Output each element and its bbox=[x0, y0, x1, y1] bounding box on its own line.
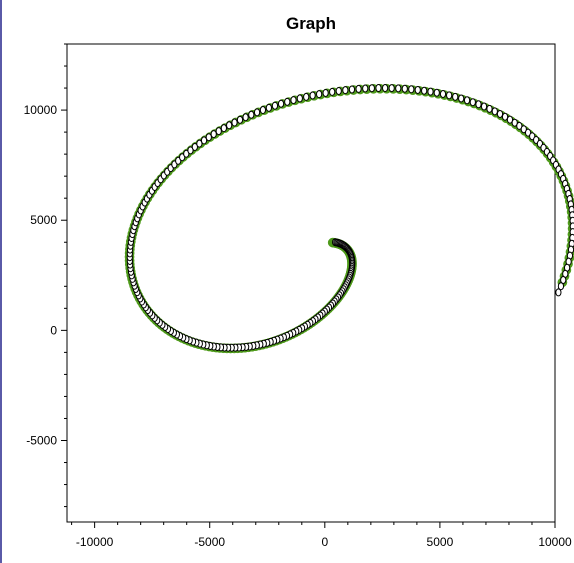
open-point bbox=[362, 84, 369, 93]
open-point bbox=[382, 84, 389, 93]
series-open-points bbox=[126, 84, 574, 352]
y-tick-label: 5000 bbox=[30, 213, 57, 227]
open-point bbox=[316, 90, 323, 99]
open-point bbox=[215, 127, 222, 136]
open-point bbox=[446, 91, 453, 100]
chart-title: Graph bbox=[285, 14, 337, 33]
open-point bbox=[427, 87, 434, 96]
x-tick-label: -10000 bbox=[76, 535, 114, 549]
open-point bbox=[242, 113, 249, 122]
open-point bbox=[463, 96, 471, 105]
y-axis-ticks: -5000 0 5000 10000 bbox=[24, 43, 67, 508]
open-point bbox=[200, 136, 208, 145]
window-left-edge bbox=[0, 0, 2, 563]
open-point bbox=[220, 124, 227, 133]
open-point bbox=[236, 115, 244, 124]
open-point bbox=[210, 130, 217, 139]
y-tick-label: 10000 bbox=[24, 103, 58, 117]
open-point bbox=[557, 282, 565, 291]
open-point bbox=[401, 84, 408, 93]
open-point bbox=[433, 88, 440, 97]
open-point bbox=[205, 133, 212, 142]
open-point bbox=[469, 98, 476, 107]
open-point bbox=[265, 103, 272, 112]
open-point bbox=[296, 94, 303, 103]
open-point bbox=[259, 106, 267, 115]
y-tick-label: -5000 bbox=[26, 433, 57, 447]
open-point bbox=[486, 104, 493, 113]
open-point bbox=[271, 101, 279, 110]
open-point bbox=[284, 97, 291, 106]
x-tick-label: 10000 bbox=[538, 535, 572, 549]
axes bbox=[66, 43, 556, 523]
open-point bbox=[329, 87, 336, 96]
open-point bbox=[277, 99, 285, 108]
plot-frame bbox=[66, 43, 556, 523]
open-point bbox=[496, 109, 504, 118]
x-tick-label: -5000 bbox=[194, 535, 225, 549]
open-point bbox=[458, 94, 465, 103]
open-point bbox=[335, 86, 342, 95]
open-point bbox=[226, 121, 233, 130]
open-point bbox=[231, 118, 238, 127]
open-point bbox=[491, 107, 498, 116]
open-point bbox=[414, 85, 421, 94]
open-point bbox=[253, 108, 261, 117]
open-point bbox=[480, 102, 488, 111]
open-point bbox=[408, 85, 415, 94]
open-point bbox=[501, 112, 509, 121]
open-point bbox=[290, 96, 297, 105]
open-point bbox=[395, 84, 402, 93]
open-point bbox=[355, 84, 362, 93]
series-filled-points bbox=[124, 83, 574, 354]
open-point bbox=[555, 288, 562, 297]
open-point bbox=[439, 89, 447, 98]
open-point bbox=[421, 86, 428, 95]
open-point bbox=[452, 92, 459, 101]
y-tick-label: 0 bbox=[50, 323, 57, 337]
x-tick-label: 0 bbox=[321, 535, 328, 549]
open-point bbox=[303, 92, 310, 101]
x-axis-ticks: -10000 -5000 0 5000 10000 bbox=[71, 522, 572, 549]
open-point bbox=[348, 85, 356, 94]
open-point bbox=[322, 88, 329, 97]
open-point bbox=[388, 84, 395, 93]
x-tick-label: 5000 bbox=[427, 535, 454, 549]
open-point bbox=[309, 91, 316, 100]
open-point bbox=[475, 100, 482, 109]
open-point bbox=[342, 86, 349, 95]
open-point bbox=[248, 110, 255, 119]
open-point bbox=[375, 84, 382, 93]
open-point bbox=[368, 84, 375, 93]
